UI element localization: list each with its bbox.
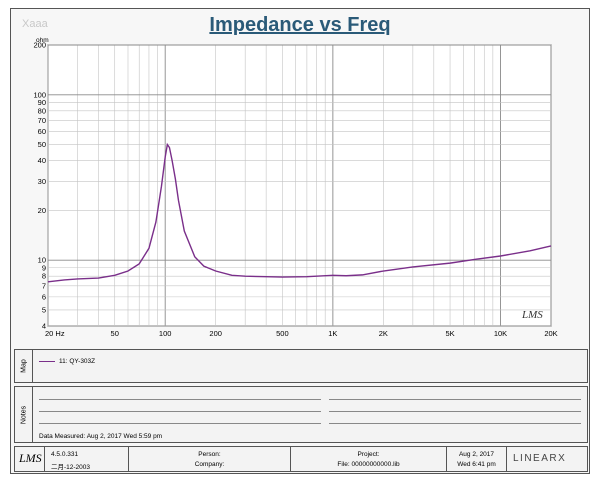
note-line: [39, 423, 321, 424]
version-number: 4.5.0.331: [51, 451, 79, 458]
report-footer: LMS 4.5.0.331 二月-12-2003 Person: Company…: [14, 446, 588, 472]
legend-entry: 11: QY-303Z: [39, 358, 95, 365]
y-tick-label: 5: [42, 305, 46, 314]
y-tick-label: 70: [38, 116, 46, 125]
footer-person-cell: Person: Company:: [129, 447, 291, 471]
linearx-logo: LINEARX: [513, 453, 567, 464]
y-tick-label: 20: [38, 206, 46, 215]
y-tick-label: 9: [42, 263, 46, 272]
note-line: [329, 411, 581, 412]
note-line: [39, 411, 321, 412]
y-tick-label: 40: [38, 156, 46, 165]
x-tick-label: 20K: [544, 329, 557, 338]
note-line: [329, 423, 581, 424]
x-tick-label: 50: [111, 329, 119, 338]
report-date: Aug 2, 2017: [458, 451, 495, 458]
y-axis-unit: ohm: [36, 37, 49, 44]
x-tick-label: 10K: [494, 329, 507, 338]
x-tick-label: 100: [159, 329, 172, 338]
footer-logo-cell: LMS: [15, 447, 45, 471]
x-tick-label: 200: [209, 329, 222, 338]
footer-project-cell: Project: File: 00000000000.lib: [291, 447, 447, 471]
x-axis-ticks: 20 Hz 50 100 200 500 1K 2K 5K 10K 20K: [45, 329, 558, 338]
lms-watermark: LMS: [521, 309, 543, 321]
x-tick-label: 5K: [445, 329, 454, 338]
x-tick-label: 1K: [328, 329, 337, 338]
x-tick-label: 2K: [379, 329, 388, 338]
y-tick-label: 30: [38, 177, 46, 186]
project-label: Project:: [357, 451, 380, 458]
map-panel-label: Map: [15, 350, 33, 382]
y-tick-label: 100: [33, 90, 46, 99]
person-label: Person:: [198, 451, 221, 458]
y-tick-label: 90: [38, 98, 46, 107]
y-tick-label: 6: [42, 292, 46, 301]
y-tick-label: 80: [38, 106, 46, 115]
x-tick-label: 20 Hz: [45, 329, 65, 338]
note-line: [329, 399, 581, 400]
impedance-series-line: [47, 142, 552, 283]
chart-title: Impedance vs Freq: [209, 14, 391, 36]
corner-watermark: Xaaa: [22, 18, 48, 30]
plot-area: [47, 44, 552, 327]
footer-date-cell: Aug 2, 2017 Wed 6:41 pm: [447, 447, 507, 471]
notes-panel-label: Notes: [15, 387, 33, 442]
y-tick-label: 4: [42, 322, 46, 331]
report-time: Wed 6:41 pm: [457, 461, 496, 468]
file-label: File: 00000000000.lib: [337, 461, 400, 468]
lms-logo: LMS: [19, 451, 42, 465]
note-line: [39, 399, 321, 400]
date-measured: Data Measured: Aug 2, 2017 Wed 5:59 pm: [39, 433, 163, 440]
y-tick-label: 7: [42, 281, 46, 290]
y-tick-label: 200: [33, 41, 46, 50]
y-tick-label: 8: [42, 272, 46, 281]
legend-label: 11: QY-303Z: [59, 358, 96, 365]
footer-brand-cell: LINEARX: [507, 447, 587, 471]
x-tick-label: 500: [276, 329, 289, 338]
map-panel: Map 11: QY-303Z: [14, 349, 588, 383]
version-date: 二月-12-2003: [51, 464, 91, 471]
y-tick-label: 50: [38, 140, 46, 149]
legend-swatch: [39, 360, 55, 363]
notes-panel: Notes Data Measured: Aug 2, 2017 Wed 5:5…: [14, 386, 588, 443]
company-label: Company:: [194, 461, 225, 468]
footer-version-cell: 4.5.0.331 二月-12-2003: [45, 447, 129, 471]
grid-lines: [47, 44, 552, 327]
y-tick-label: 10: [38, 256, 46, 265]
y-tick-label: 60: [38, 127, 46, 136]
